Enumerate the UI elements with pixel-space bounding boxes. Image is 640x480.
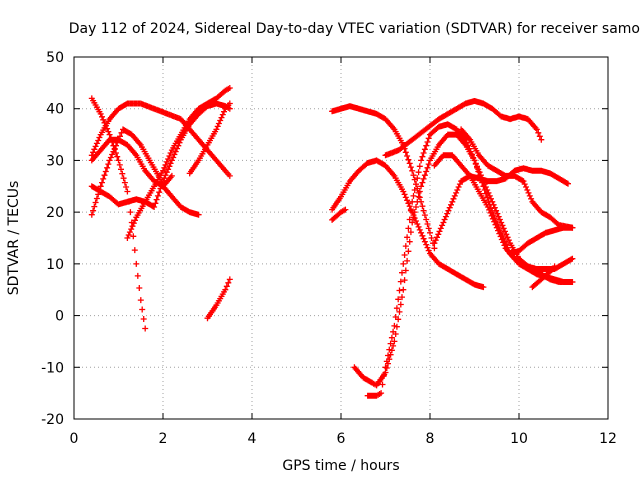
- data-point-markers: [204, 276, 233, 322]
- x-axis-label: GPS time / hours: [282, 458, 399, 474]
- data-series: [88, 85, 576, 399]
- data-point-markers: [88, 126, 175, 218]
- y-tick-labels: -20 -10 0 10 20 30 40 50: [41, 50, 64, 428]
- series-arc-12: [364, 121, 576, 399]
- data-point-markers: [88, 100, 233, 210]
- data-point-markers: [329, 103, 438, 252]
- series-arc-10: [329, 157, 487, 291]
- data-point-markers: [124, 85, 233, 241]
- data-point-markers: [329, 206, 349, 223]
- data-point-markers: [186, 100, 233, 177]
- x-tick-label: 8: [426, 431, 435, 447]
- y-tick-label: 0: [55, 309, 64, 325]
- y-axis-label: SDTVAR / TECUs: [6, 181, 22, 296]
- x-tick-label: 0: [70, 431, 79, 447]
- series-arc-18: [507, 224, 576, 257]
- y-tick-label: 30: [46, 153, 64, 169]
- y-tick-label: 20: [46, 205, 64, 221]
- x-tick-label: 6: [337, 431, 346, 447]
- data-point-markers: [458, 126, 576, 231]
- data-point-markers: [507, 224, 576, 257]
- y-tick-label: 40: [46, 102, 64, 118]
- series-arc-5: [88, 126, 175, 218]
- series-arc-14: [382, 98, 545, 159]
- y-tick-label: 10: [46, 257, 64, 273]
- series-arc-11: [329, 206, 349, 223]
- x-tick-labels: 0 2 4 6 8 10 12: [70, 431, 617, 447]
- series-arc-8: [204, 276, 233, 322]
- y-tick-label: -20: [41, 412, 64, 428]
- x-tick-label: 10: [510, 431, 528, 447]
- data-point-markers: [382, 98, 545, 159]
- x-tick-label: 2: [159, 431, 168, 447]
- x-tick-label: 4: [248, 431, 257, 447]
- series-arc-17: [458, 126, 576, 231]
- data-point-markers: [364, 121, 576, 399]
- x-tick-label: 12: [599, 431, 617, 447]
- series-arc-4: [88, 100, 233, 210]
- data-point-markers: [529, 263, 558, 291]
- axis-ticks: [73, 56, 609, 420]
- y-tick-label: -10: [41, 360, 64, 376]
- y-tick-label: 50: [46, 50, 64, 66]
- series-arc-7: [186, 100, 233, 177]
- data-point-markers: [329, 157, 487, 291]
- series-arc-9: [329, 103, 438, 252]
- series-arc-19: [529, 263, 558, 291]
- series-arc-6: [124, 85, 233, 241]
- chart-title: Day 112 of 2024, Sidereal Day-to-day VTE…: [69, 21, 640, 37]
